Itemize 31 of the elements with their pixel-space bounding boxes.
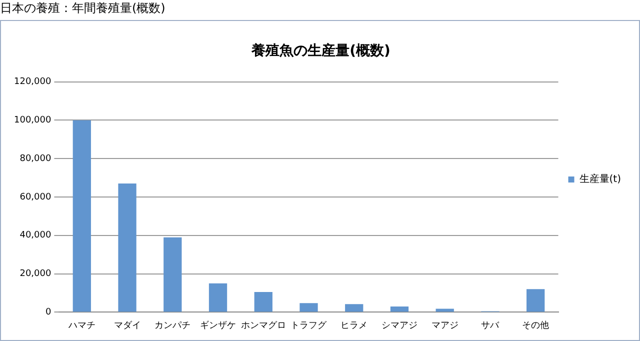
bar [345, 304, 364, 312]
y-tick-label: 60,000 [20, 192, 52, 202]
y-tick-label: 120,000 [14, 77, 52, 88]
x-tick-label: サバ [481, 320, 500, 331]
x-tick-label: シマアジ [381, 320, 418, 331]
x-tick-label: ハマチ [67, 320, 96, 331]
bar [526, 289, 545, 312]
chart-title: 日本の養殖：年間養殖量(概数) [0, 0, 166, 17]
x-tick-label: ホンマグロ [240, 320, 286, 331]
x-tick-label: マアジ [431, 320, 458, 331]
bar [208, 283, 228, 312]
x-tick-label: ヒラメ [340, 320, 368, 331]
y-tick-label: 20,000 [20, 269, 52, 280]
x-tick-label: マダイ [114, 320, 141, 331]
x-tick-label: その他 [522, 320, 550, 331]
x-tick-label: トラフグ [290, 320, 328, 331]
y-tick-label: 0 [45, 308, 52, 318]
bar [254, 292, 272, 312]
bar [390, 306, 409, 312]
x-tick-label: カンパチ [154, 320, 191, 331]
legend-label: 生産量(t) [579, 173, 622, 186]
y-tick-label: 100,000 [14, 116, 52, 126]
bar [118, 184, 136, 312]
bar [72, 120, 91, 312]
x-tick-label: ギンザケ [200, 320, 236, 331]
bar [300, 303, 318, 312]
y-tick-label: 40,000 [20, 230, 52, 241]
bar [164, 237, 182, 312]
bar [436, 308, 454, 312]
chart-subtitle: 養殖魚の生産量(概数) [250, 42, 390, 60]
y-tick-label: 80,000 [20, 154, 52, 164]
